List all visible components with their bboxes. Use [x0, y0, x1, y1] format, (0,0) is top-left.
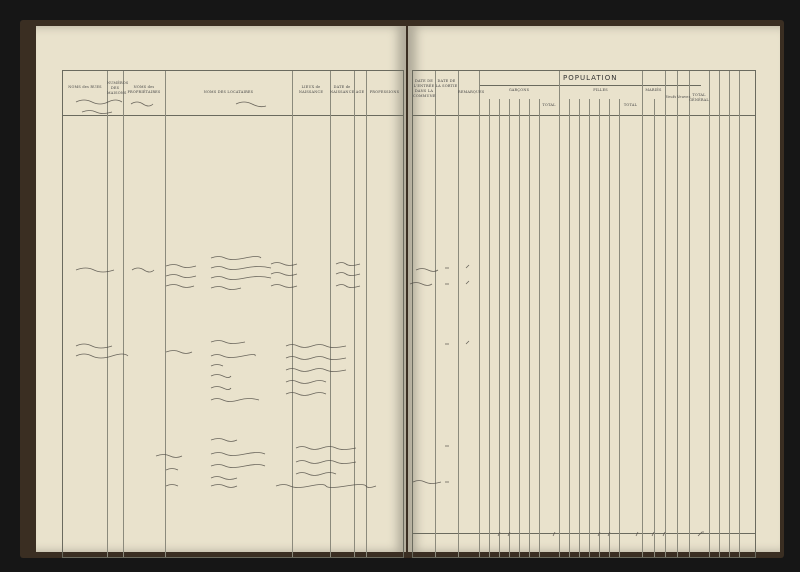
header-grand-total: TOTAL GÉNÉRAL [689, 93, 709, 102]
column-rule [479, 71, 480, 557]
population-title: POPULATION [563, 74, 618, 82]
handwritten-entries-right [409, 264, 704, 537]
right-page: DATE DE L'ENTRÉE DANS LA COMMUNE DATE DE… [408, 26, 780, 558]
column-rule [559, 71, 560, 557]
left-page: NOMS des RUES NUMÉROS DES MAISONS NOMS d… [36, 26, 406, 558]
header-widowers: Veufs [665, 95, 677, 99]
totals-rule [413, 533, 755, 534]
header-house-number: NUMÉROS DES MAISONS [107, 81, 129, 95]
column-rule [489, 99, 490, 557]
header-girls-total: TOTAL [623, 103, 638, 107]
header-birthplace: LIEUX de NAISSANCE [298, 85, 324, 94]
column-rule [519, 99, 520, 557]
header-street: NOMS des RUES [68, 85, 102, 89]
column-rule [609, 99, 610, 557]
left-table: NOMS des RUES NUMÉROS DES MAISONS NOMS d… [62, 70, 404, 558]
column-rule [719, 71, 720, 557]
right-table: DATE DE L'ENTRÉE DANS LA COMMUNE DATE DE… [412, 70, 756, 558]
column-rule [435, 71, 436, 557]
header-widows: Veuves [677, 95, 691, 99]
header-birthdate: DATE de NAISSANCE [330, 85, 355, 94]
column-rule [509, 99, 510, 557]
column-rule [589, 99, 590, 557]
header-boys: GARÇONS [508, 88, 530, 92]
handwritten-entries-left [75, 99, 377, 488]
column-rule [654, 99, 655, 557]
column-rule [539, 99, 540, 557]
column-rule [709, 71, 710, 557]
population-rule [479, 85, 701, 86]
header-girls: FILLES [593, 88, 608, 92]
column-rule [354, 71, 355, 557]
header-age: AGE [355, 90, 365, 94]
column-rule [729, 71, 730, 557]
column-rule [579, 99, 580, 557]
column-rule [123, 71, 124, 557]
column-rule [569, 99, 570, 557]
column-rule [107, 71, 108, 557]
column-rule [366, 71, 367, 557]
column-rule [292, 71, 293, 557]
column-rule [499, 99, 500, 557]
column-rule [739, 71, 740, 557]
column-rule [619, 99, 620, 557]
column-rule [330, 71, 331, 557]
header-professions: PROFESSIONS [369, 90, 400, 94]
header-rule [413, 115, 755, 116]
header-boys-total: TOTAL [542, 103, 556, 107]
column-rule [458, 71, 459, 557]
header-rule [63, 115, 403, 116]
column-rule [165, 71, 166, 557]
column-rule [665, 71, 666, 557]
column-rule [677, 71, 678, 557]
column-rule [642, 71, 643, 557]
column-rule [529, 99, 530, 557]
header-exit-date: DATE DE LA SORTIE [435, 79, 458, 88]
column-rule [689, 71, 690, 557]
header-entry-date: DATE DE L'ENTRÉE DANS LA COMMUNE [413, 79, 436, 98]
column-rule [599, 99, 600, 557]
header-tenants: NOMS DES LOCATAIRES [203, 90, 254, 94]
header-remarks: REMARQUES [458, 90, 485, 94]
header-married: MARIÉS [645, 88, 662, 92]
header-owners: NOMS des PROPRIÉTAIRES [127, 85, 161, 94]
